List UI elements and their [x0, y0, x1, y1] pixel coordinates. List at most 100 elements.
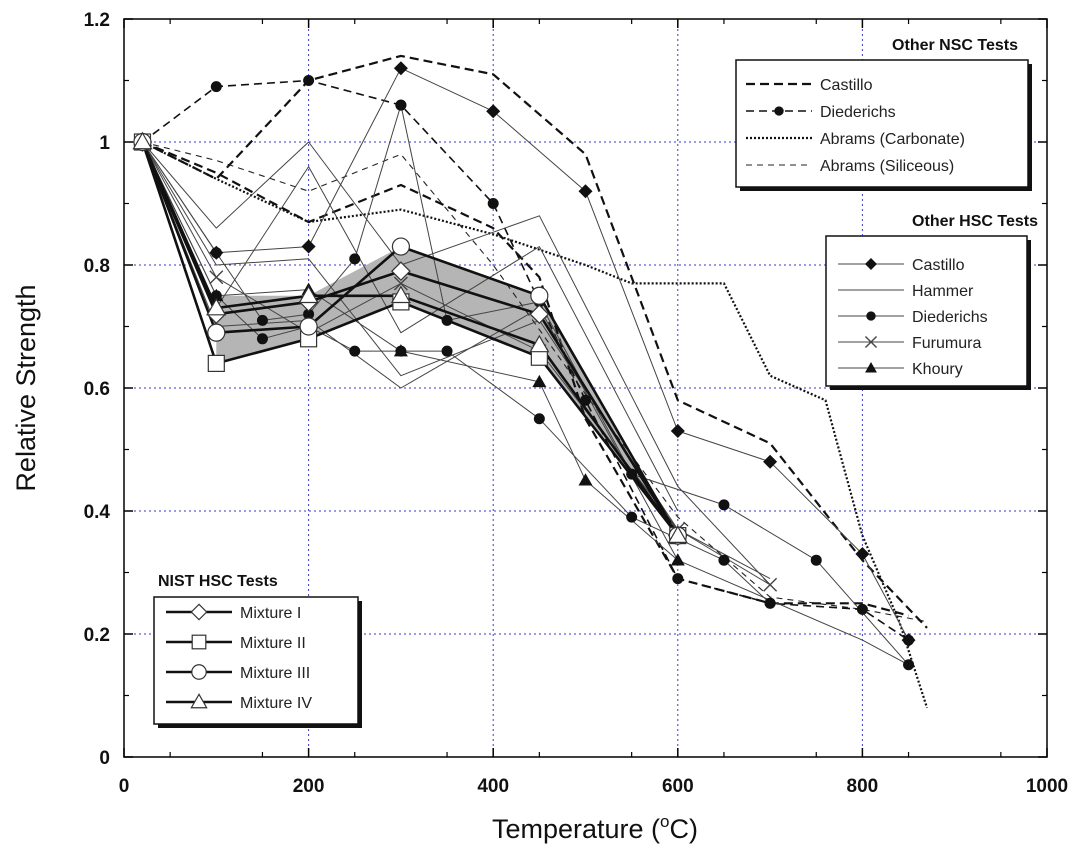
series-line-mixture-iv	[141, 141, 679, 537]
marker-diederichs	[303, 308, 315, 320]
marker-diederichs	[903, 659, 915, 671]
marker-diederichs	[856, 603, 868, 615]
legend-entry-label: Abrams (Carbonate)	[820, 131, 965, 148]
series-line-hammer	[142, 141, 909, 666]
marker-khoury	[578, 473, 593, 486]
marker-diederichs	[810, 554, 822, 566]
series-line-mixture-ii	[141, 141, 679, 537]
y-axis-title: Relative Strength	[11, 284, 41, 491]
marker-diederichs	[441, 345, 453, 357]
marker-diederichs	[718, 554, 730, 566]
marker-castillo	[901, 633, 916, 648]
legend-entry-label: Mixture III	[240, 665, 310, 682]
x-tick-label: 1000	[1026, 776, 1068, 797]
marker-diederichs	[256, 333, 268, 345]
legend-entry-label: Abrams (Siliceous)	[820, 158, 954, 175]
legend-entry-label: Mixture I	[240, 605, 301, 622]
legend-sample-marker	[865, 258, 877, 270]
legend-nist-hsc-tests: NIST HSC Tests Mixture I Mixture II Mixture…	[153, 573, 362, 728]
marker-diederichs	[626, 468, 638, 480]
marker-diederichs	[764, 597, 776, 609]
x-axis-title: Temperature (oC)	[492, 812, 698, 844]
legend-box	[825, 235, 1028, 387]
marker-mixture-iv	[298, 285, 319, 304]
marker-mixture-iv	[529, 334, 550, 353]
x-axis-title-superscript: o	[660, 812, 669, 831]
marker-khoury	[532, 374, 547, 388]
legend-entry-label: Khoury	[912, 361, 963, 378]
marker-mixture-i	[391, 261, 411, 281]
marker-diederichs	[256, 314, 268, 326]
axis-ticks: 0 200 400 600 800 1000 0 0.2 0.4 0.6 0.8 1 1.2	[84, 10, 1069, 797]
y-tick-label: 0.2	[84, 625, 110, 646]
marker-castillo	[855, 547, 870, 562]
marker-castillo	[393, 61, 408, 76]
legend-sample-marker	[191, 664, 207, 680]
legend-entry-label: Castillo	[912, 257, 965, 274]
marker-mixture-iv	[667, 525, 688, 543]
legend-title: Other NSC Tests	[892, 37, 1018, 54]
marker-mixture-iv	[132, 131, 153, 150]
y-tick-label: 1.2	[84, 10, 110, 31]
marker-diederichs	[487, 198, 499, 209]
legend-sample-marker	[866, 311, 876, 321]
legend-entry-label: Mixture IV	[240, 695, 312, 712]
marker-khoury	[670, 553, 685, 566]
marker-furumura	[393, 276, 408, 291]
marker-khoury	[393, 344, 408, 357]
marker-diederichs	[533, 413, 545, 425]
legend-entry-label: Mixture II	[240, 635, 306, 652]
marker-castillo	[301, 239, 316, 254]
marker-diederichs	[580, 394, 591, 406]
legend-sample-marker	[865, 362, 877, 373]
series-line-mixture-iii	[141, 141, 679, 537]
x-tick-label: 800	[847, 776, 879, 797]
legends: Other NSC Tests Castillo Diederichs Abrams …	[153, 37, 1038, 728]
series-line-castillo	[142, 54, 928, 629]
marker-diederichs	[395, 99, 407, 111]
legend-title: Other HSC Tests	[912, 213, 1038, 230]
marker-diederichs	[626, 511, 638, 523]
legend-entry-label: Hammer	[912, 283, 974, 300]
marker-diederichs	[718, 499, 730, 511]
legend-other-hsc-tests: Other HSC Tests Castillo Hammer Diederichs F…	[825, 213, 1038, 390]
legend-title: NIST HSC Tests	[158, 573, 278, 590]
x-tick-label: 600	[662, 776, 694, 797]
y-tick-label: 0.4	[84, 502, 111, 523]
legend-sample-marker	[774, 106, 784, 116]
marker-mixture-iii	[530, 286, 549, 305]
nist-shaded-envelope	[216, 246, 678, 536]
legend-sample-marker	[864, 335, 878, 349]
x-tick-label: 400	[477, 776, 509, 797]
y-tick-label: 1	[99, 133, 110, 154]
marker-mixture-iii	[299, 317, 318, 336]
marker-diederichs	[303, 75, 315, 86]
x-tick-label: 200	[293, 776, 325, 797]
marker-mixture-iii	[207, 323, 226, 342]
marker-castillo	[578, 184, 593, 199]
marker-mixture-iii	[391, 237, 410, 256]
marker-mixture-i	[529, 304, 550, 325]
y-tick-label: 0	[99, 748, 110, 769]
marker-mixture-ii	[207, 354, 225, 372]
marker-castillo	[763, 454, 778, 469]
x-axis-title-unit: C)	[670, 814, 699, 844]
marker-diederichs	[210, 247, 222, 259]
marker-diederichs	[349, 345, 361, 357]
series-line-abrams-siliceous	[142, 141, 928, 623]
legend-entry-label: Diederichs	[912, 309, 988, 326]
marker-diederichs	[441, 314, 453, 326]
legend-sample-marker	[191, 634, 207, 650]
marker-castillo	[486, 104, 501, 119]
shaded-band	[216, 246, 678, 536]
marker-diederichs	[349, 253, 361, 265]
y-tick-label: 0.8	[84, 256, 110, 277]
marker-khoury	[209, 288, 224, 301]
marker-mixture-iv	[206, 297, 227, 316]
marker-furumura	[209, 270, 224, 285]
marker-castillo	[670, 424, 685, 439]
x-axis-title-main: Temperature (	[492, 814, 660, 844]
series-markers	[132, 61, 916, 671]
